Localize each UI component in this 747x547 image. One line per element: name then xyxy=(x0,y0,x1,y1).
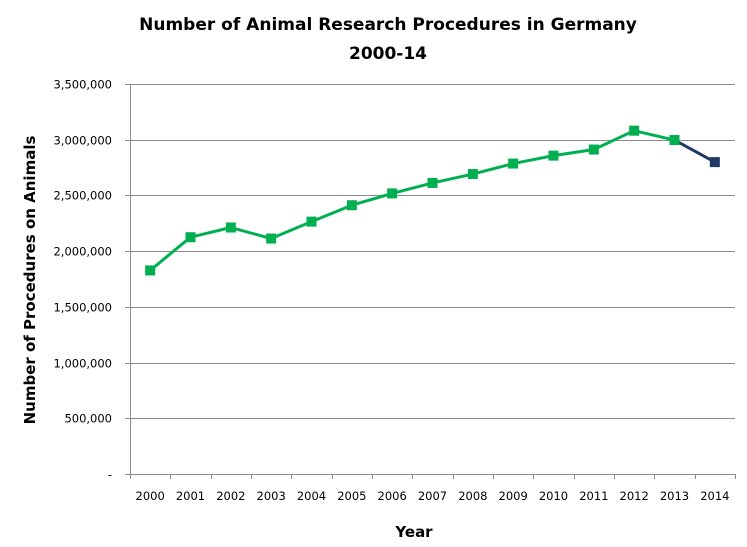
x-tick-label: 2001 xyxy=(176,489,205,503)
y-tick-label: 3,500,000 xyxy=(53,78,112,92)
x-tick-label: 2010 xyxy=(539,489,568,503)
chart-title-line-1: Number of Animal Research Procedures in … xyxy=(139,15,637,35)
x-tick-label: 2009 xyxy=(499,489,528,503)
line-segment xyxy=(431,172,475,185)
data-point xyxy=(387,188,398,199)
data-point xyxy=(669,135,680,146)
line-segment xyxy=(310,203,354,224)
x-axis-title: Year xyxy=(394,523,433,541)
data-point xyxy=(185,232,196,243)
x-tick-label: 2013 xyxy=(660,489,689,503)
y-tick-label: 1,500,000 xyxy=(53,301,112,315)
line-segment xyxy=(189,226,233,239)
line-segment xyxy=(673,138,717,164)
y-axis-title: Number of Procedures on Animals xyxy=(21,136,39,425)
line-segment xyxy=(632,129,676,142)
data-point xyxy=(709,157,720,168)
x-tick-label: 2006 xyxy=(378,489,407,503)
x-tick-label: 2008 xyxy=(458,489,487,503)
data-point xyxy=(508,158,519,169)
x-tick-label: 2004 xyxy=(297,489,326,503)
line-segment xyxy=(511,154,555,166)
data-point xyxy=(346,200,357,211)
x-tick-label: 2014 xyxy=(700,489,729,503)
y-tick-label: 3,000,000 xyxy=(53,134,112,148)
x-tick-label: 2003 xyxy=(257,489,286,503)
line-segment xyxy=(552,148,596,158)
data-point xyxy=(467,169,478,180)
chart-title-line-2: 2000-14 xyxy=(349,44,427,64)
data-point xyxy=(629,125,640,136)
line-segment xyxy=(350,191,394,207)
data-point xyxy=(145,265,156,276)
x-tick-label: 2011 xyxy=(579,489,608,503)
x-tick-label: 2005 xyxy=(337,489,366,503)
x-tick-label: 2012 xyxy=(620,489,649,503)
x-tick-label: 2002 xyxy=(216,489,245,503)
line-segment xyxy=(390,181,434,195)
line-segment xyxy=(592,129,636,152)
data-point xyxy=(266,233,277,244)
data-point xyxy=(588,144,599,155)
data-point xyxy=(225,222,236,233)
data-point xyxy=(548,150,559,161)
x-tick-label: 2007 xyxy=(418,489,447,503)
line-segment xyxy=(269,220,313,241)
y-tick-label: - xyxy=(108,468,112,482)
line-segment xyxy=(471,162,515,176)
y-tick-label: 1,000,000 xyxy=(53,357,112,371)
y-tick-label: 500,000 xyxy=(64,412,112,426)
line-segment xyxy=(229,226,273,241)
x-tick-label: 2000 xyxy=(136,489,165,503)
data-point xyxy=(427,177,438,188)
line-segment xyxy=(148,235,192,272)
data-point xyxy=(306,216,317,227)
y-tick-label: 2,500,000 xyxy=(53,189,112,203)
y-tick-label: 2,000,000 xyxy=(53,245,112,259)
